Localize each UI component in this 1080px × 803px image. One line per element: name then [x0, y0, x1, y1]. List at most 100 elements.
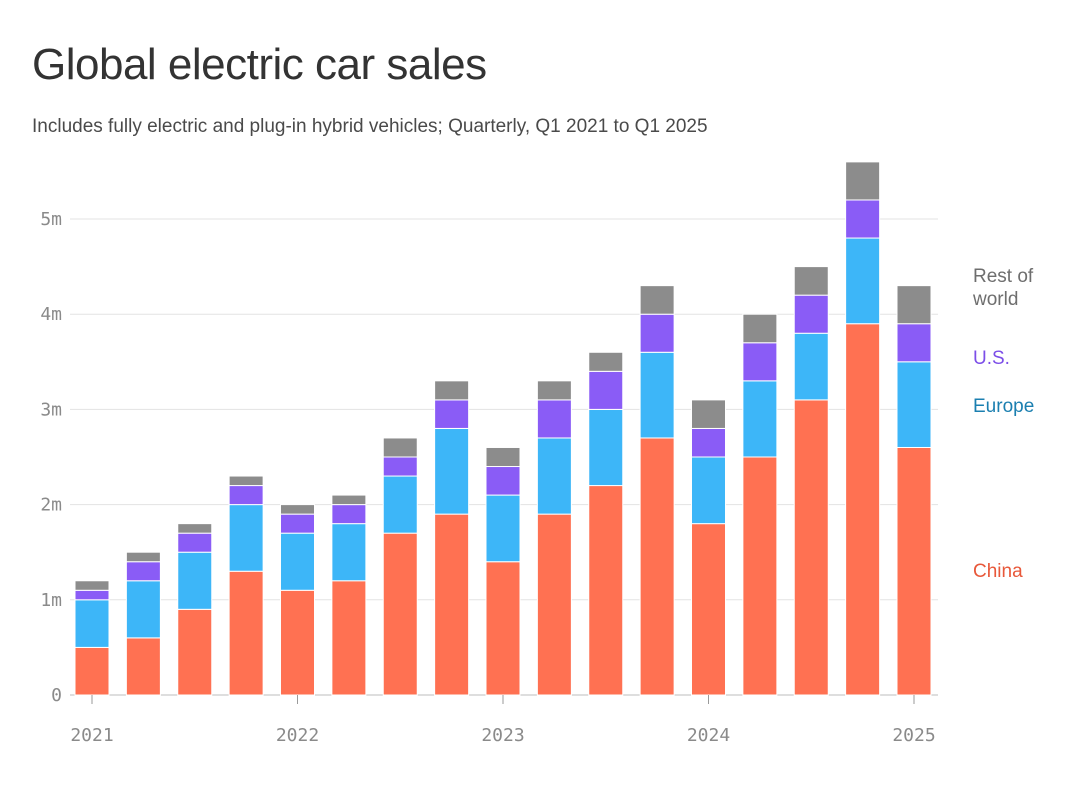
bar-segment-rest-of-world	[691, 399, 726, 429]
chart-title: Global electric car sales	[32, 40, 487, 89]
bar-stack	[74, 580, 110, 696]
bar-segment-china	[485, 561, 521, 696]
bar-segment-china	[536, 513, 572, 696]
x-tick-label: 2021	[70, 725, 113, 746]
bar-segment-europe	[125, 580, 161, 639]
bar-segment-europe	[485, 494, 521, 563]
bar-stack	[485, 446, 521, 696]
legend-label-rest-of-world: Rest of world	[972, 266, 1034, 310]
y-axis-ticks: 0 1m 2m 3m 4m 5m	[40, 209, 62, 706]
y-tick-label: 1m	[40, 590, 62, 611]
bar-segment-china	[742, 456, 778, 696]
bar-segment-u-s-	[485, 466, 521, 496]
bar-stack	[793, 266, 829, 696]
bar-stack	[896, 285, 932, 696]
bar-segment-rest-of-world	[177, 523, 213, 534]
y-tick-label: 2m	[40, 495, 62, 516]
bar-stack	[536, 380, 572, 696]
bar-segment-u-s-	[177, 532, 213, 553]
bar-segment-rest-of-world	[280, 504, 315, 515]
bar-segment-china	[331, 580, 367, 696]
y-tick-label: 5m	[40, 209, 62, 230]
bar-stack	[125, 551, 161, 696]
bar-segment-u-s-	[896, 323, 932, 363]
bar-segment-europe	[742, 380, 778, 458]
legend: China Europe U.S. Rest of world	[972, 266, 1034, 582]
bar-segment-europe	[588, 408, 624, 487]
bar-segment-europe	[536, 437, 572, 515]
bar-segment-rest-of-world	[742, 313, 778, 344]
bar-segment-u-s-	[845, 199, 881, 239]
x-tick-label: 2023	[481, 725, 524, 746]
y-tick-label: 4m	[40, 304, 62, 325]
bar-segment-china	[793, 399, 829, 696]
y-tick-label: 0	[51, 685, 62, 706]
bar-segment-rest-of-world	[74, 580, 110, 591]
bar-segment-europe	[793, 332, 829, 401]
bar-segment-u-s-	[280, 513, 315, 534]
bar-segment-europe	[177, 551, 213, 610]
bar-segment-china	[177, 608, 213, 696]
bar-segment-china	[280, 589, 315, 696]
bar-segment-europe	[691, 456, 726, 525]
bar-segment-u-s-	[125, 561, 161, 582]
bar-segment-europe	[639, 351, 675, 439]
bar-segment-rest-of-world	[125, 551, 161, 563]
x-tick-label: 2022	[276, 725, 319, 746]
bar-segment-europe	[74, 599, 110, 648]
bar-segment-u-s-	[331, 504, 367, 525]
bar-segment-china	[691, 523, 726, 696]
bar-segment-china	[639, 437, 675, 696]
bar-segment-china	[896, 446, 932, 696]
bar-segment-u-s-	[382, 456, 418, 477]
bar-stack	[280, 504, 315, 696]
bar-segment-u-s-	[536, 399, 572, 439]
bar-segment-u-s-	[228, 485, 264, 506]
bar-segment-u-s-	[742, 342, 778, 382]
chart-subtitle: Includes fully electric and plug-in hybr…	[32, 116, 708, 137]
bar-stack	[434, 380, 470, 696]
bar-segment-china	[434, 513, 470, 696]
bar-stack	[845, 161, 881, 696]
bar-segment-china	[125, 637, 161, 696]
bar-segment-europe	[228, 504, 264, 572]
bar-segment-rest-of-world	[382, 437, 418, 458]
bar-segment-china	[588, 485, 624, 696]
bar-stack	[588, 351, 624, 696]
x-tick-label: 2024	[687, 725, 730, 746]
bar-segment-u-s-	[691, 427, 726, 458]
bar-segment-china	[845, 323, 881, 696]
bar-segment-europe	[896, 361, 932, 448]
bar-segment-u-s-	[74, 589, 110, 601]
bar-segment-europe	[382, 475, 418, 534]
bar-stack	[228, 475, 264, 696]
bar-segment-europe	[845, 237, 881, 325]
bar-stack	[691, 399, 726, 696]
bar-segment-u-s-	[793, 294, 829, 334]
bar-segment-rest-of-world	[793, 266, 829, 296]
bar-stack	[742, 313, 778, 696]
bar-segment-u-s-	[639, 313, 675, 353]
bar-segment-rest-of-world	[588, 351, 624, 372]
bar-stack	[382, 437, 418, 696]
bar-segment-rest-of-world	[536, 380, 572, 401]
bar-segment-rest-of-world	[331, 494, 367, 506]
bar-segment-europe	[434, 427, 470, 515]
x-axis: 2021 2022 2023 2024 2025	[70, 695, 936, 746]
bar-stack	[331, 494, 367, 696]
bar-stack	[639, 285, 675, 696]
bar-segment-u-s-	[434, 399, 470, 429]
bar-segment-rest-of-world	[434, 380, 470, 401]
bar-segment-china	[74, 646, 110, 696]
bar-segment-rest-of-world	[896, 285, 932, 325]
bar-segment-europe	[280, 532, 315, 591]
bar-segment-rest-of-world	[228, 475, 264, 487]
bar-segment-u-s-	[588, 370, 624, 410]
bar-segment-rest-of-world	[639, 285, 675, 315]
bar-segment-china	[228, 570, 264, 696]
bar-segment-rest-of-world	[485, 446, 521, 468]
bars	[74, 161, 932, 696]
bar-stack	[177, 523, 213, 696]
legend-label-europe: Europe	[973, 396, 1034, 417]
x-tick-label: 2025	[892, 725, 935, 746]
